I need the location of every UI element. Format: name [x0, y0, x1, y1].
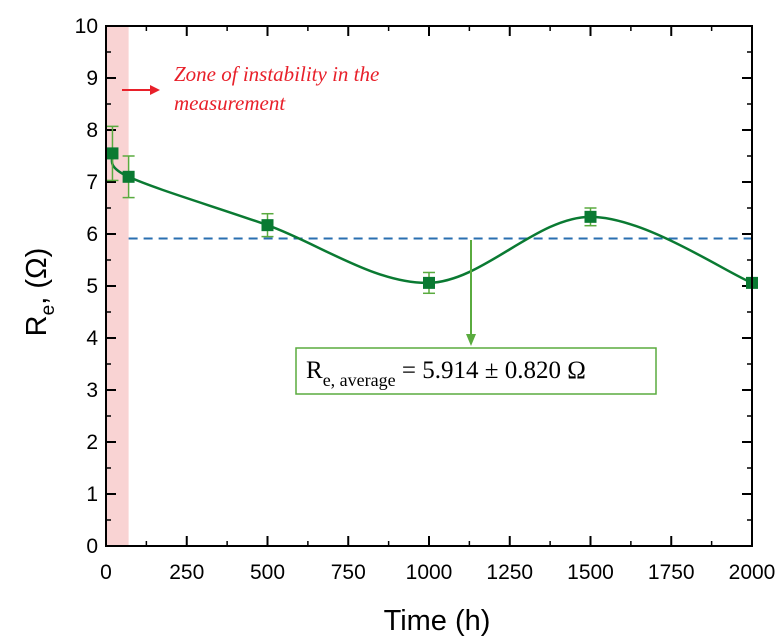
average-label-value: = 5.914 ± 0.820 Ω — [396, 357, 586, 384]
x-tick-label: 2000 — [729, 561, 776, 584]
y-tick-label: 2 — [86, 431, 98, 454]
data-point — [261, 219, 274, 232]
average-label: Re, average = 5.914 ± 0.820 Ω — [306, 357, 586, 390]
instability-arrow-head — [150, 85, 160, 95]
y-axis-title: Re, (Ω) — [21, 248, 59, 337]
y-tick-label: 3 — [86, 379, 98, 402]
average-label-box — [295, 347, 657, 395]
y-axis-title-sub: e — [38, 305, 59, 316]
plot-frame — [105, 25, 753, 547]
y-axis-title-rest: , (Ω) — [21, 248, 53, 305]
y-tick-label: 8 — [86, 119, 98, 142]
y-tick-label: 7 — [86, 171, 98, 194]
data-point — [423, 276, 435, 289]
x-tick-label: 1500 — [567, 561, 614, 584]
x-tick-label: 750 — [331, 561, 366, 584]
y-tick-label: 10 — [75, 15, 98, 38]
y-tick-label: 0 — [86, 535, 98, 558]
y-tick-label: 1 — [86, 483, 98, 506]
data-point — [122, 170, 135, 183]
x-tick-label: 500 — [250, 561, 285, 584]
x-tick-label: 1000 — [406, 561, 453, 584]
instability-label-line1: Zone of instability in the — [174, 62, 379, 86]
x-axis-title: Time (h) — [384, 605, 491, 637]
x-tick-label: 0 — [100, 561, 112, 584]
x-tick-label: 1250 — [486, 561, 533, 584]
average-label-main: R — [306, 357, 323, 384]
x-tick-label: 1750 — [648, 561, 695, 584]
instability-label-line2: measurement — [174, 91, 286, 115]
y-tick-label: 4 — [86, 327, 98, 350]
y-tick-label: 9 — [86, 67, 98, 90]
average-label-sub: e, average — [323, 370, 396, 390]
y-axis-title-main: R — [21, 315, 53, 336]
y-tick-label: 5 — [86, 275, 98, 298]
fitted-curve — [110, 152, 753, 285]
x-tick-label: 250 — [169, 561, 204, 584]
data-point — [106, 147, 119, 160]
y-tick-label: 6 — [86, 223, 98, 246]
average-pointer-head — [466, 334, 476, 346]
data-point — [584, 210, 597, 223]
